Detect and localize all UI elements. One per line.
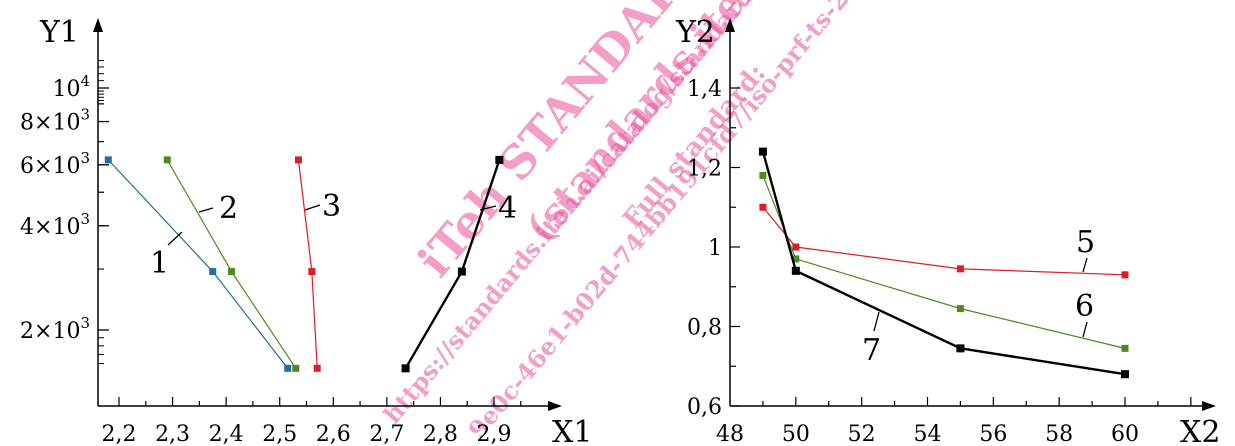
series-3-label: 3	[322, 189, 341, 224]
left-y-axis-arrow	[93, 18, 103, 32]
right-x-axis-arrow	[1202, 401, 1216, 411]
left-y-tick-label: 6×103	[20, 149, 90, 179]
right-y-tick-label: 1,4	[687, 77, 722, 102]
series-5-leader	[1082, 257, 1088, 273]
left-x-tick-label: 2,3	[155, 422, 190, 446]
series-5-line	[762, 206, 1126, 276]
series-2-point	[228, 268, 235, 276]
series-3-line	[297, 159, 318, 369]
watermark: iTeh STANDARD PREVIEW (standards.iteh.ai…	[377, 0, 897, 444]
series-6-leader	[1082, 321, 1088, 338]
right-series-labels: 5 6 7	[862, 225, 1095, 368]
right-series	[758, 147, 1129, 379]
series-2-leader	[198, 207, 214, 213]
series-7-point	[791, 266, 800, 275]
left-x-tick-label: 2,8	[423, 422, 458, 446]
left-y-tick-label: 4×103	[20, 210, 90, 240]
left-x-axis-arrow	[548, 401, 562, 411]
left-y-tick-label: 8×103	[20, 106, 90, 136]
series-7-line	[761, 151, 1126, 376]
right-y-tick-label: 0,8	[687, 316, 722, 341]
series-7-leader	[873, 311, 880, 332]
series-3-point	[308, 268, 316, 276]
chart-right: Y2 X2 48 50 52 54 56 58 600,60,811,21,4 5 6 7	[675, 15, 1220, 446]
series-1-line	[107, 159, 289, 369]
series-5-point	[792, 243, 800, 251]
series-7-point	[1121, 370, 1129, 379]
right-y-tick-label: 0,6	[687, 395, 722, 420]
left-series-labels: 1 2 3 4	[150, 189, 517, 281]
series-4-leader	[479, 205, 497, 211]
left-y-axis-title: Y1	[39, 15, 79, 50]
right-x-tick-label: 54	[914, 422, 942, 446]
left-x-tick-label: 2,2	[102, 422, 137, 446]
left-x-tick-label: 2,7	[369, 422, 404, 446]
series-5-label: 5	[1076, 225, 1095, 260]
left-x-axis-title: X1	[552, 415, 592, 446]
left-x-tick-label: 2,4	[209, 422, 244, 446]
series-4-label: 4	[498, 191, 517, 226]
left-y-tick-label: 104	[52, 72, 90, 102]
series-2-point	[292, 364, 300, 372]
right-x-tick-label: 50	[782, 422, 810, 446]
series-3-point	[313, 364, 321, 372]
right-y-tick-label: 1	[708, 236, 722, 261]
right-x-tick-label: 56	[979, 422, 1007, 446]
series-6-point	[792, 255, 800, 263]
series-6-label: 6	[1075, 289, 1094, 324]
series-1-point	[209, 268, 217, 276]
series-7-point	[956, 344, 965, 353]
left-y-tick-label: 2×103	[20, 314, 90, 344]
right-axes: 48 50 52 54 56 58 600,60,811,21,4	[687, 18, 1216, 446]
series-6-point	[759, 171, 767, 179]
left-x-tick-label: 2,6	[316, 422, 351, 446]
series-6-line	[762, 175, 1126, 349]
series-5-point	[759, 203, 767, 211]
left-series	[104, 155, 504, 373]
right-x-tick-label: 52	[848, 422, 876, 446]
right-y-tick-label: 1,2	[687, 157, 722, 182]
series-4-point	[457, 267, 466, 276]
right-x-tick-label: 48	[716, 422, 744, 446]
series-1-point	[104, 156, 112, 164]
right-y-axis-arrow	[725, 18, 735, 32]
left-x-tick-label: 2,9	[477, 422, 512, 446]
left-x-tick-label: 2,5	[262, 422, 297, 446]
series-2-point	[163, 156, 171, 164]
series-6-point	[956, 305, 964, 313]
right-y-axis-title: Y2	[675, 15, 715, 50]
series-1-label: 1	[150, 246, 169, 281]
chart-left: Y1 X1 2,2 2,3 2,4 2,5 2,6 2,7 2,8 2,9 104 8×103 6×…	[20, 15, 592, 446]
series-3-leader	[304, 204, 321, 211]
right-x-tick-label: 58	[1045, 422, 1073, 446]
series-2-label: 2	[219, 191, 238, 226]
series-4-point	[401, 364, 410, 373]
series-7-point	[758, 147, 767, 156]
right-x-axis-title: X2	[1180, 415, 1220, 446]
right-x-tick-label: 60	[1111, 422, 1139, 446]
series-5-point	[956, 265, 964, 273]
series-1-leader	[167, 231, 183, 246]
series-3-point	[294, 156, 302, 164]
series-1-point	[284, 364, 292, 372]
series-6-point	[1121, 344, 1129, 352]
left-axes: 2,2 2,3 2,4 2,5 2,6 2,7 2,8 2,9 104 8×103 6×103 4×1…	[20, 18, 562, 446]
series-7-label: 7	[862, 333, 881, 368]
series-5-point	[1121, 271, 1129, 279]
series-4-point	[495, 155, 504, 164]
